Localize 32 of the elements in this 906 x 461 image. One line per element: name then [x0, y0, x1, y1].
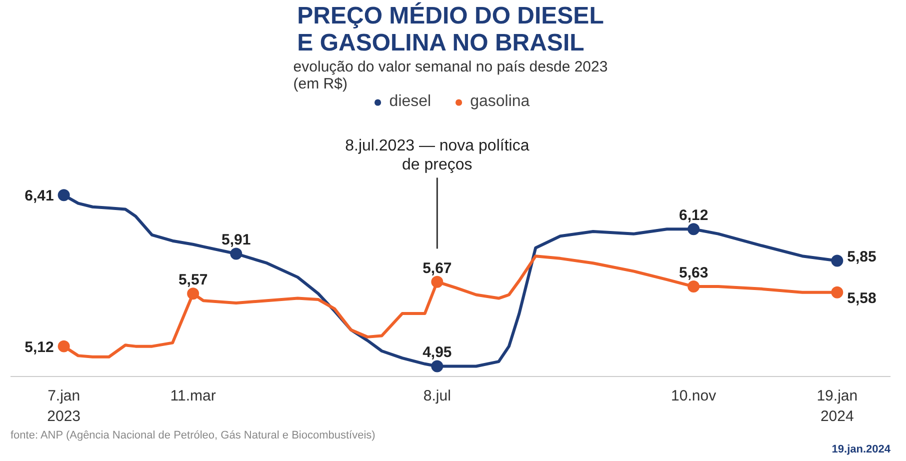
point [831, 254, 844, 267]
text: 19.jan.2024 [832, 444, 892, 456]
x-tick-label: 7.jan 2023 [47, 388, 81, 425]
data-label: 5,91 [222, 232, 251, 249]
point [688, 280, 700, 293]
data-label: 6,41 [24, 188, 54, 205]
x-tick-label: 19.jan 2024 [816, 388, 858, 425]
chart-title: PREÇO MÉDIO DO DIESEL E GASOLINA NO BRASIL [297, 2, 604, 56]
point [688, 223, 700, 236]
chart-subtitle: evolução do valor semanal no país desde 2023 (em R$) [293, 58, 608, 92]
data-label: 4,95 [422, 344, 452, 362]
point [58, 189, 70, 202]
data-label: 5,12 [24, 338, 54, 356]
data-label: 6,12 [678, 207, 708, 224]
data-label: 5,57 [178, 272, 208, 289]
data-label: 5,67 [422, 260, 452, 277]
x-tick-label: 8.jul [423, 388, 451, 404]
data-label: 5,63 [678, 264, 708, 282]
legend-label: gasolina [470, 93, 530, 111]
ref-line-label: 8.jul.2023 — nova política de preços [345, 138, 530, 174]
point [431, 360, 444, 372]
point [187, 288, 200, 300]
point [831, 286, 844, 298]
point [230, 248, 242, 260]
x-tick-label: 11.mar [170, 388, 216, 404]
x-tick-label: 10.nov [671, 388, 717, 404]
data-label: 5,85 [847, 248, 876, 266]
legend-label: diesel [389, 93, 432, 111]
data-label: 5,58 [847, 290, 876, 307]
source-note: fonte: ANP (Agência Nacional de Petróleo, Gás Natural e Biocombustíveis) [10, 430, 376, 442]
point [58, 340, 70, 352]
point [431, 276, 444, 288]
